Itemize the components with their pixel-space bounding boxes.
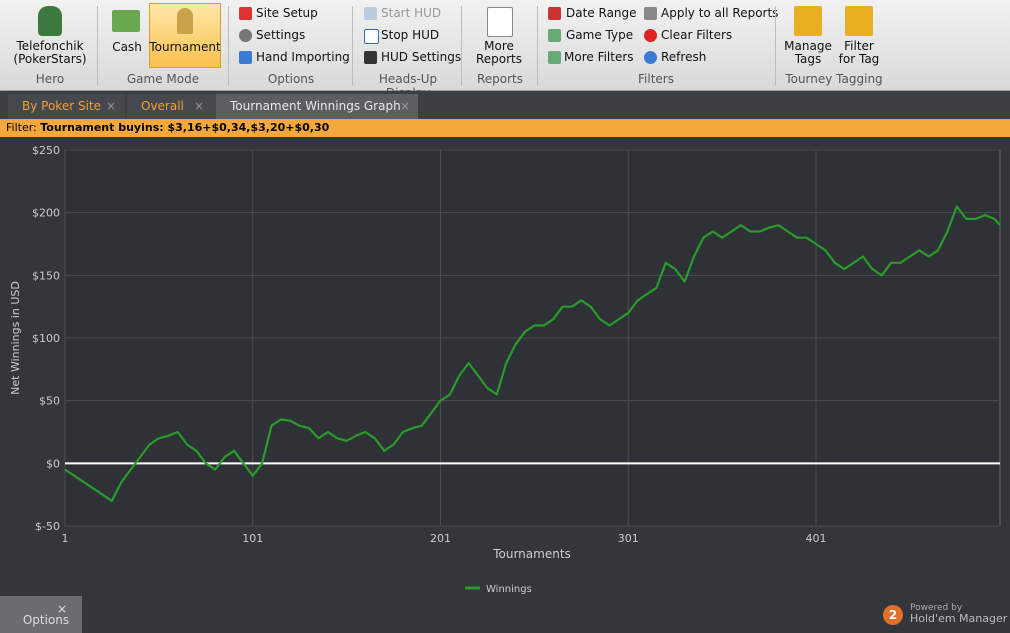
tag-icon	[845, 6, 873, 36]
icon	[548, 7, 561, 20]
icon	[548, 29, 561, 42]
separator	[228, 6, 229, 86]
brand-powered: Powered by	[910, 603, 963, 613]
brand-product: Hold'em Manager	[910, 612, 1008, 625]
separator	[775, 6, 776, 86]
ribbon-button[interactable]: Settings	[256, 28, 306, 42]
group-label: Tourney Tagging	[785, 72, 883, 86]
y-tick-label: $50	[39, 395, 60, 408]
close-icon[interactable]: ×	[106, 99, 117, 113]
tab[interactable]: By Poker Site ×	[8, 94, 125, 119]
filter-bar: Filter: Tournament buyins: $3,16+$0,34,$…	[0, 119, 1010, 137]
x-tick-label: 301	[618, 532, 639, 545]
hero-button[interactable]: Telefonchik (PokerStars)	[13, 39, 87, 66]
ribbon-button[interactable]: Manage Tags	[784, 39, 832, 66]
series-line	[64, 205, 1001, 502]
ribbon-button[interactable]: Apply to all Reports	[661, 6, 779, 20]
ribbon-button[interactable]: HUD Settings	[381, 50, 462, 64]
y-tick-label: $-50	[35, 520, 60, 533]
y-tick-label: $0	[46, 457, 60, 470]
separator	[537, 6, 538, 86]
tournament-icon	[177, 8, 193, 34]
tab-active[interactable]: Tournament Winnings Graph ×	[216, 94, 418, 119]
icon	[548, 51, 561, 64]
options-title: Options	[23, 613, 69, 627]
tab-title: Overall	[141, 99, 184, 113]
icon	[364, 51, 377, 64]
icon	[644, 51, 657, 64]
group-label: Game Mode	[126, 72, 200, 86]
icon	[364, 7, 377, 20]
options-panel[interactable]	[0, 596, 82, 633]
y-tick-label: $150	[32, 269, 60, 282]
x-axis-label: Tournaments	[492, 547, 571, 561]
tab-bar: By Poker Site × Overall × Tournament Winni…	[0, 91, 1010, 119]
ribbon-button[interactable]: Refresh	[661, 50, 707, 64]
cash-button[interactable]: Cash	[112, 40, 142, 54]
ribbon-button[interactable]: Start HUD	[381, 6, 442, 20]
ribbon-button[interactable]: More Reports	[475, 39, 523, 66]
brand-badge-text: 2	[889, 608, 897, 622]
x-tick-label: 101	[242, 532, 263, 545]
y-axis-label: Net Winnings in USD	[9, 281, 22, 395]
reports-icon	[487, 7, 513, 37]
tag-icon	[794, 6, 822, 36]
y-tick-label: $250	[32, 144, 60, 157]
separator	[352, 6, 353, 86]
ribbon-button[interactable]: Game Type	[566, 28, 634, 42]
y-tick-label: $200	[32, 207, 60, 220]
separator	[97, 6, 98, 86]
icon	[644, 29, 657, 42]
tab-title: Tournament Winnings Graph	[230, 99, 401, 113]
ribbon-button[interactable]: Stop HUD	[381, 28, 440, 42]
filter-label: Filter:	[6, 121, 37, 134]
icon	[364, 29, 379, 44]
chart: Tournaments Net Winnings in USD Options …	[0, 137, 1010, 633]
icon	[239, 51, 252, 64]
close-icon[interactable]: ×	[400, 99, 411, 113]
x-tick-label: 1	[62, 532, 69, 545]
ribbon-button[interactable]: Site Setup	[256, 6, 318, 20]
ribbon-button[interactable]: Date Range	[566, 6, 637, 20]
ribbon-button[interactable]: Clear Filters	[661, 28, 733, 42]
tournament-button[interactable]: Tournament	[149, 40, 221, 54]
x-tick-label: 401	[806, 532, 827, 545]
group-label: Filters	[638, 72, 674, 86]
group-label: Reports	[476, 72, 524, 86]
ribbon-button[interactable]: Hand Importing	[256, 50, 350, 64]
close-icon[interactable]: ×	[57, 602, 67, 616]
cash-icon	[112, 10, 140, 32]
ribbon-button[interactable]: More Filters	[564, 50, 634, 64]
ribbon-button[interactable]: Filter for Tag	[838, 39, 880, 66]
icon	[644, 7, 657, 20]
icon	[239, 7, 252, 20]
group-label: Options	[267, 72, 315, 86]
group-label: Hero	[35, 72, 65, 86]
icon	[239, 29, 252, 42]
y-tick-label: $100	[32, 332, 60, 345]
tab[interactable]: Overall ×	[127, 94, 216, 119]
close-icon[interactable]: ×	[194, 99, 205, 113]
hero-icon	[38, 6, 62, 36]
filter-value: Tournament buyins: $3,16+$0,34,$3,20+$0,…	[40, 121, 330, 134]
x-tick-label: 201	[430, 532, 451, 545]
ribbon: Telefonchik (PokerStars) Hero Cash Tourn…	[0, 0, 1010, 100]
tab-title: By Poker Site	[22, 99, 101, 113]
separator	[461, 6, 462, 86]
brand-badge	[883, 605, 903, 625]
legend-label: Winnings	[486, 584, 532, 595]
